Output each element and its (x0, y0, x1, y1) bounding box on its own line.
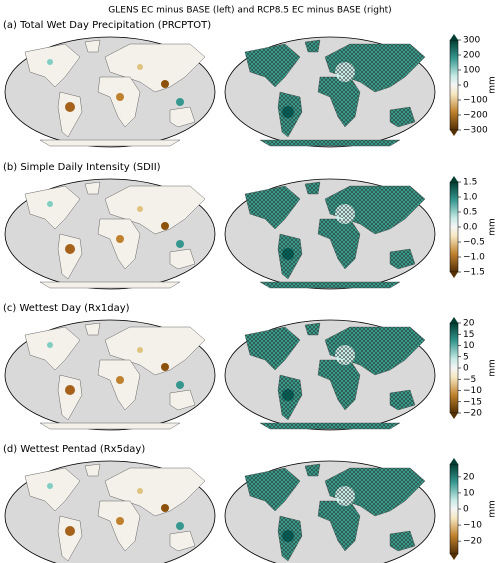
colorbar (449, 463, 459, 555)
map-left (5, 461, 215, 563)
map-left (5, 320, 215, 430)
panel-label: (c) Wettest Day (Rx1day) (3, 303, 130, 314)
map-left (5, 179, 215, 289)
colorbar-extend (450, 34, 458, 40)
colorbar-tick-label: 20 (463, 319, 475, 329)
colorbar-extend (450, 130, 458, 136)
colorbar-tick-label: −300 (463, 126, 488, 136)
colorbar (449, 322, 459, 414)
map-right (225, 179, 435, 289)
panel-label: (a) Total Wet Day Precipitation (PRCPTOT… (3, 20, 211, 31)
colorbar-tick-label: 200 (463, 51, 480, 61)
panel: (c) Wettest Day (Rx1day) −20 −15−10−50 5101… (3, 303, 498, 430)
colorbar-tick-label: −15 (463, 397, 482, 407)
colorbar-tick-label: −200 (463, 111, 488, 121)
colorbar-tick-label: −1.0 (463, 253, 485, 263)
colorbar-tick-label: 20 (463, 472, 475, 482)
colorbar-tick-label: −10 (463, 521, 482, 531)
colorbar-tick-label: 0 (463, 505, 469, 515)
panel: (b) Simple Daily Intensity (SDII) −1.5 −1.… (3, 162, 498, 289)
colorbar-tick-label: −100 (463, 96, 488, 106)
colorbar-tick-label: −20 (463, 409, 482, 419)
colorbar (449, 181, 459, 273)
colorbar-tick-label: 100 (463, 66, 480, 76)
colorbar-extend (450, 458, 458, 464)
colorbar-tick-label: 15 (463, 330, 474, 340)
colorbar-unit: mm (488, 359, 498, 377)
colorbar-tick-label: 0.0 (463, 223, 478, 233)
colorbar-tick-label: −10 (463, 386, 482, 396)
colorbar-tick-label: 300 (463, 36, 480, 46)
colorbar-tick-label: −0.5 (463, 238, 485, 248)
colorbar-tick-label: −1.5 (463, 268, 485, 278)
colorbar-tick-label: 5 (463, 352, 469, 362)
colorbar-unit: mm (488, 76, 498, 94)
colorbar-tick-label: −5 (463, 375, 476, 385)
figure-title: GLENS EC minus BASE (left) and RCP8.5 EC… (108, 6, 391, 16)
map-right (225, 37, 435, 147)
panel-label: (d) Wettest Pentad (Rx5day) (3, 444, 145, 455)
colorbar-tick-label: 0 (463, 364, 469, 374)
colorbar-tick-label: 1.0 (463, 193, 478, 203)
map-right (225, 320, 435, 430)
panel-label: (b) Simple Daily Intensity (SDII) (3, 162, 161, 173)
colorbar-unit: mm (488, 218, 498, 236)
colorbar-tick-label: 0.5 (463, 208, 477, 218)
colorbar-tick-label: 0 (463, 81, 469, 91)
panel: (d) Wettest Pentad (Rx5day) −20 −10 0 10 20 mm (3, 444, 498, 563)
colorbar-extend (450, 317, 458, 323)
panel: (a) Total Wet Day Precipitation (PRCPTOT… (3, 20, 498, 147)
map-right (225, 461, 435, 563)
colorbar-tick-label: 10 (463, 488, 475, 498)
colorbar-tick-label: −20 (463, 537, 482, 547)
colorbar-extend (450, 272, 458, 278)
colorbar-unit: mm (488, 500, 498, 518)
colorbar-extend (450, 554, 458, 560)
colorbar-extend (450, 176, 458, 182)
colorbar-extend (450, 413, 458, 419)
colorbar-tick-label: 1.5 (463, 178, 477, 188)
colorbar-tick-label: 10 (463, 341, 475, 351)
map-left (5, 37, 215, 147)
colorbar (449, 39, 459, 131)
